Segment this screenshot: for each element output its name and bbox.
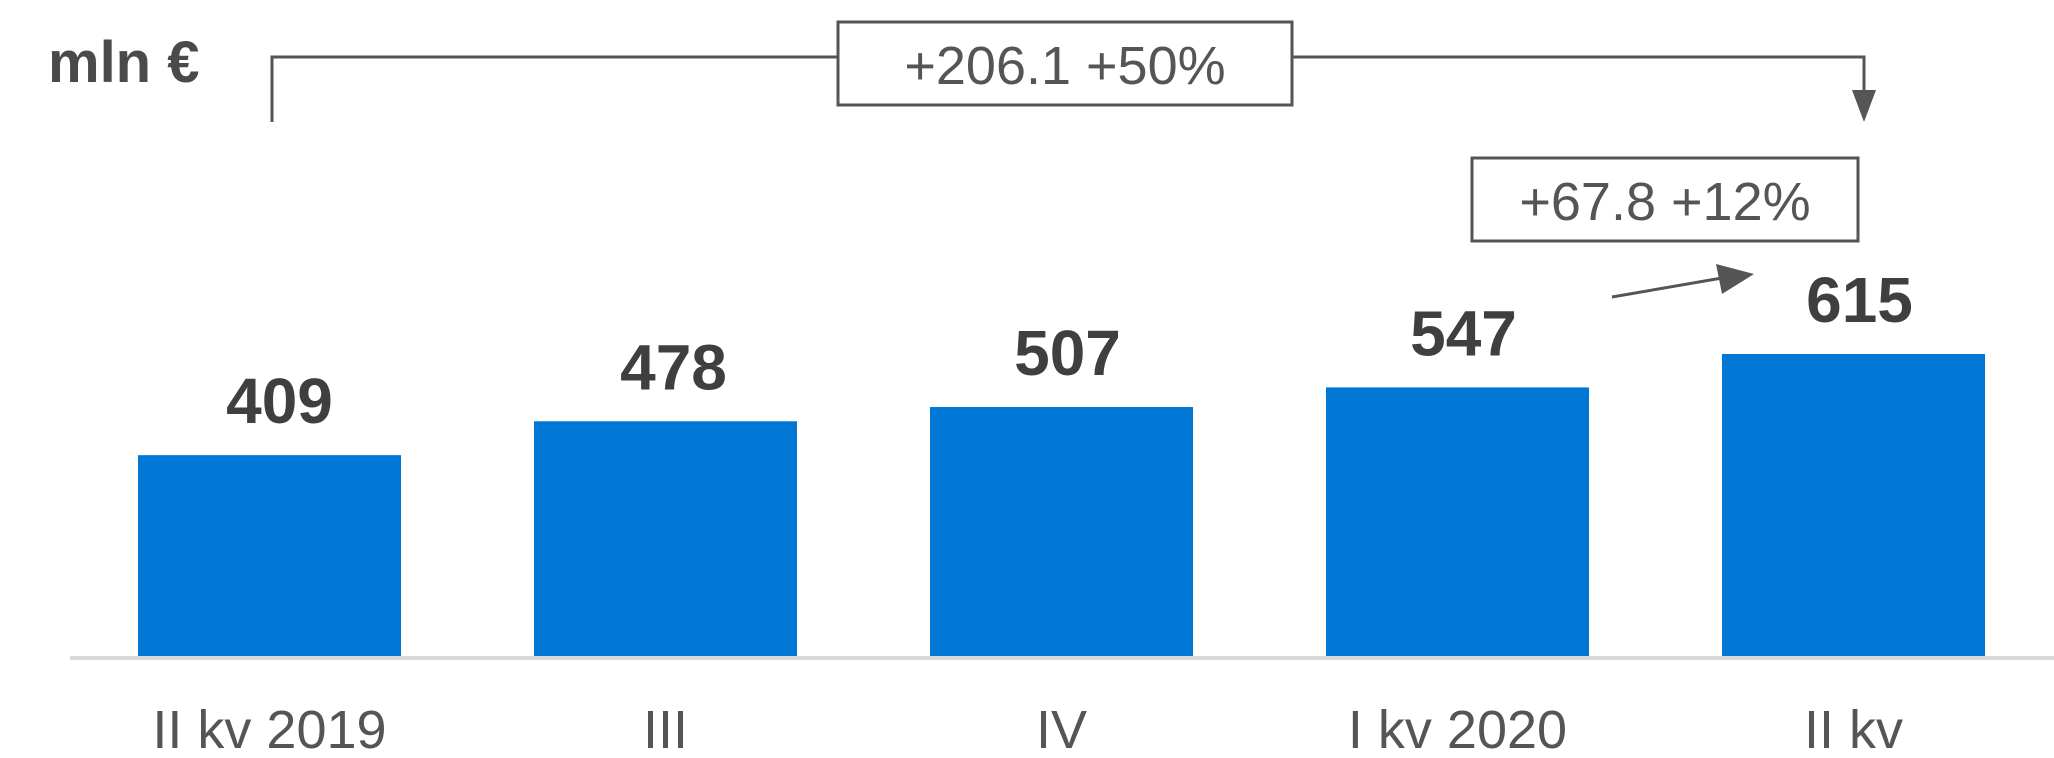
- quarter-change-box: [1470, 156, 1860, 243]
- value-label-4: 547: [1410, 297, 1517, 369]
- bracket-arrow-head: [1852, 90, 1876, 122]
- bar-5: [1722, 354, 1985, 656]
- unit-label: mln €: [48, 30, 200, 95]
- quarter-change-text: +67.8 +12%: [1519, 172, 1810, 232]
- value-label-2: 478: [620, 331, 727, 403]
- category-labels-layer: II kv 2019 III IV I kv 2020 II kv: [152, 700, 1903, 758]
- quarter-change-arrow-line: [1611, 276, 1723, 299]
- total-change-text: +206.1 +50%: [904, 36, 1225, 96]
- bar-1: [138, 455, 401, 656]
- category-label-2: III: [643, 700, 688, 758]
- bracket-right-line: [1292, 55, 1866, 92]
- bar-4: [1326, 387, 1589, 656]
- category-label-5: II kv: [1804, 700, 1903, 758]
- bar-2: [534, 421, 797, 656]
- total-change-annotation: +206.1 +50%: [270, 20, 1876, 122]
- quarter-change-arrow-head: [1716, 264, 1754, 294]
- total-change-box: [836, 20, 1294, 107]
- category-label-1: II kv 2019: [152, 700, 386, 758]
- bar-3: [930, 407, 1193, 656]
- value-label-3: 507: [1014, 317, 1121, 389]
- quarter-change-annotation: +67.8 +12%: [1470, 156, 1860, 299]
- category-label-3: IV: [1036, 700, 1087, 758]
- value-labels-layer: 409 478 507 547 615: [226, 264, 1913, 437]
- value-label-1: 409: [226, 365, 333, 437]
- bracket-left-line: [270, 55, 838, 122]
- category-label-4: I kv 2020: [1348, 700, 1567, 758]
- value-label-5: 615: [1806, 264, 1913, 336]
- bars-layer: [138, 354, 1985, 656]
